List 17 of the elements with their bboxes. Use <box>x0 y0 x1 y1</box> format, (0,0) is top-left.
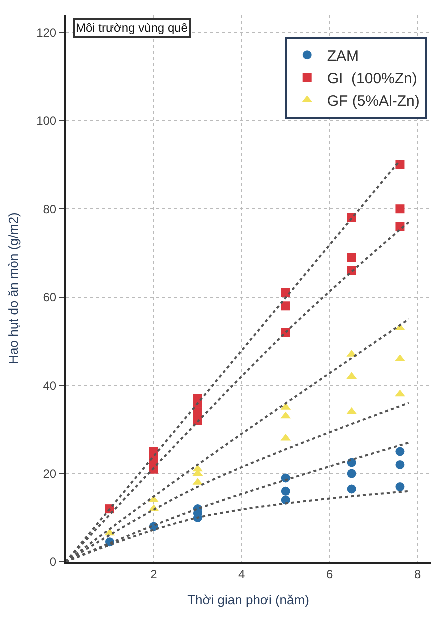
x-tick-label: 2 <box>150 567 158 582</box>
x-tick-label: 8 <box>414 567 422 582</box>
legend-label: ZAM <box>327 48 360 65</box>
x-tick-label: 6 <box>326 567 334 582</box>
annotation: Môi trường vùng quê <box>76 21 188 35</box>
y-tick-label: 60 <box>43 290 57 305</box>
y-axis-title: Hao hụt do ăn mòn (g/m2) <box>6 212 22 364</box>
legend-label: GF (5%Al-Zn) <box>327 92 420 110</box>
x-axis-title: Thời gian phơi (năm) <box>188 592 310 608</box>
y-tick-label: 20 <box>43 466 57 481</box>
y-tick-label: 80 <box>43 202 57 216</box>
legend-label: GI (100%Zn) <box>327 70 418 88</box>
y-tick-label: 40 <box>43 378 57 393</box>
y-tick-label: 0 <box>50 555 57 570</box>
x-tick-label: 4 <box>238 567 246 582</box>
y-tick-label: 120 <box>36 26 57 40</box>
y-tick-label: 100 <box>36 114 57 128</box>
